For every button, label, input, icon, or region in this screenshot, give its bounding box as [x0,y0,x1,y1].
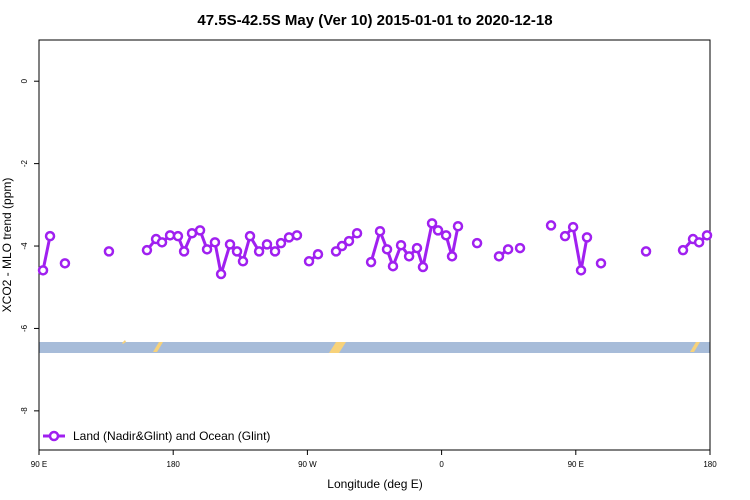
data-point [59,258,71,269]
data-point [374,225,386,237]
land-patch [329,342,346,353]
data-point [275,237,287,249]
x-axis-label: Longitude (deg E) [327,477,422,491]
data-point [172,230,184,242]
data-point [640,246,652,257]
data-point [351,228,363,239]
data-point [452,221,464,232]
data-point [514,242,526,254]
data-point [395,239,407,251]
data-point [141,244,153,256]
legend-label: Land (Nadir&Glint) and Ocean (Glint) [73,429,270,443]
data-point [545,220,557,231]
data-point [381,244,393,255]
data-point [677,244,689,256]
y-tick-label: -2 [20,160,29,168]
x-tick-label: 90 W [298,460,317,469]
data-point [595,258,607,269]
data-point [261,239,273,250]
data-point [312,249,324,260]
data-point [411,242,423,254]
x-tick-label: 180 [167,460,181,469]
data-point [244,230,256,242]
x-tick-label: 180 [703,460,717,469]
y-tick-label: -4 [20,242,29,250]
data-point [103,246,115,257]
data-point [432,225,444,236]
data-point [559,230,571,242]
data-point [303,256,315,267]
data-point [446,251,458,262]
data-point [231,246,243,257]
y-tick-label: -6 [20,324,29,332]
data-point [403,251,415,262]
data-point [156,237,168,248]
data-point [581,232,593,243]
data-point [237,256,249,267]
data-point [37,265,49,276]
y-axis-label: XCO2 - MLO trend (ppm) [0,178,14,313]
data-point [387,260,399,272]
data-point [701,230,713,241]
x-tick-label: 90 E [568,460,584,469]
surface-band [39,340,710,353]
data-point [440,230,452,241]
data-point [224,239,236,250]
y-tick-label: 0 [20,78,29,83]
land-patch [153,342,163,352]
data-point [178,246,190,257]
data-point [186,228,198,239]
land-patch [122,340,126,344]
ocean-band [39,342,710,353]
land-patch [690,342,700,352]
data-point [471,237,483,249]
x-tick-label: 0 [439,460,444,469]
data-point [365,256,377,268]
data-point [194,225,206,236]
y-tick-label: -8 [20,407,29,415]
data-point [426,218,438,229]
plot-frame [38,39,711,451]
data-point [343,235,355,247]
data-point [269,246,281,257]
legend-marker [48,430,60,442]
data-point [493,251,505,262]
x-tick-label: 90 E [31,460,47,469]
data-point [575,265,587,276]
data-point [291,230,303,241]
data-point [201,244,213,255]
data-point [209,237,221,248]
data-point [336,240,348,252]
data-point [417,261,429,273]
data-point [253,246,265,257]
data-point [44,230,56,242]
chart-title: 47.5S-42.5S May (Ver 10) 2015-01-01 to 2… [197,12,552,29]
data-point [693,237,705,248]
data-point [215,268,227,280]
data-point [502,244,514,255]
data-point [567,221,579,233]
